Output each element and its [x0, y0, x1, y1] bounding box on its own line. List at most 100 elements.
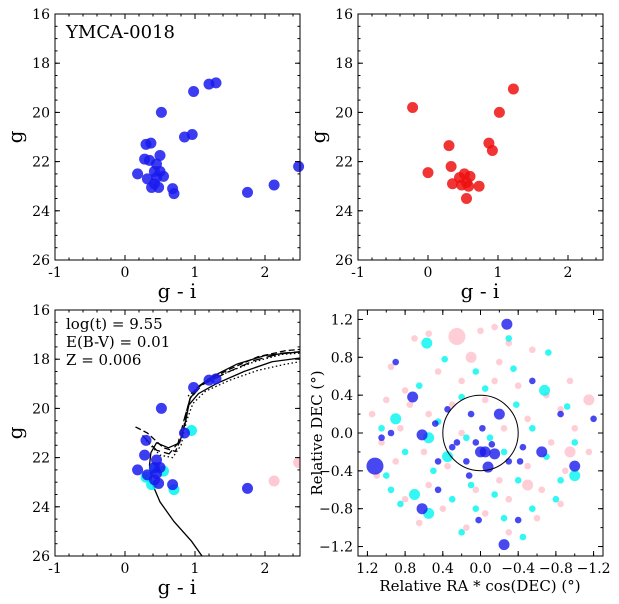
- x-tick-label: -1: [351, 265, 365, 281]
- members-sky-point: [378, 434, 385, 442]
- field-sky-point: [411, 335, 418, 342]
- cyan-sky-point: [390, 413, 402, 425]
- field-sky-point: [538, 486, 546, 494]
- y-tick-label: 26: [32, 253, 50, 269]
- cyan-sky-point: [505, 335, 513, 342]
- y-tick-label: 16: [32, 303, 50, 319]
- p1-frame: [54, 13, 301, 261]
- p3-annotation-reddening: E(B-V) = 0.01: [66, 333, 170, 351]
- p2-xlabel: g - i: [461, 279, 500, 303]
- field-sky-point: [425, 330, 432, 337]
- field-sky-point: [425, 481, 432, 489]
- field-sky-point: [392, 458, 399, 465]
- field-sky-point: [439, 505, 447, 512]
- field-sky-point: [583, 394, 595, 406]
- cyan-sky-point: [458, 529, 465, 536]
- members-sky-point: [482, 461, 494, 473]
- member-point: [132, 168, 144, 180]
- field-sky-point: [505, 495, 513, 503]
- field-sky-point: [533, 514, 541, 522]
- cyan-sky-point: [563, 403, 571, 410]
- y-tick-label: 24: [32, 500, 50, 516]
- members-sky-point: [498, 539, 510, 551]
- members-sky-point: [569, 460, 581, 472]
- cyan-sky-point: [539, 384, 551, 396]
- p1-points: [132, 77, 305, 200]
- field-sky-point: [420, 448, 428, 456]
- red-point: [493, 106, 505, 118]
- cyan-sky-point: [382, 472, 390, 479]
- y-tick-label: 20: [32, 401, 50, 417]
- field-sky-point: [505, 529, 513, 536]
- field-sky-point: [401, 495, 409, 503]
- y-tick-label: 18: [32, 352, 50, 368]
- red-point: [507, 83, 519, 95]
- member-point: [293, 161, 305, 173]
- field-sky-point: [566, 377, 574, 385]
- member-point: [188, 85, 200, 97]
- cyan-sky-point: [415, 382, 423, 389]
- isochrone-line: [135, 348, 300, 453]
- isochrone-line: [145, 361, 300, 459]
- p2-points: [407, 83, 519, 204]
- members-sky-point: [434, 486, 442, 494]
- x-tick-label: 1.2: [356, 561, 378, 577]
- field-sky-point: [463, 524, 470, 531]
- y-tick-label: 22: [32, 155, 50, 171]
- cyan-sky-point: [513, 401, 520, 408]
- p3-annotation-metallicity: Z = 0.006: [66, 351, 141, 369]
- panel-cmd-isochrone: -1 0 1 2 16 18 20 22 24 26 log(t) = 9.55 E(B-V) =…: [3, 303, 301, 599]
- field-sky-point: [500, 424, 508, 432]
- members-sky-point: [488, 441, 496, 448]
- cyan-sky-point: [500, 514, 508, 522]
- cyan-sky-point: [552, 495, 560, 503]
- cyan-sky-point: [491, 491, 498, 498]
- cyan-sky-point: [557, 477, 564, 484]
- red-point: [486, 145, 498, 157]
- members-sky-point: [536, 446, 548, 458]
- y-tick-label: −0.8: [319, 502, 353, 518]
- x-tick-label: 2: [261, 561, 270, 577]
- field-sky-point: [557, 406, 564, 413]
- y-tick-label: 24: [32, 204, 50, 220]
- p3-points: [132, 373, 300, 496]
- x-tick-label: 1: [494, 265, 503, 281]
- y-tick-label: 26: [32, 549, 50, 565]
- member-point: [154, 149, 166, 161]
- x-tick-label: 1: [191, 561, 200, 577]
- cyan-sky-point: [442, 451, 454, 463]
- field-sky-point: [529, 346, 536, 354]
- field-sky-point: [434, 368, 442, 375]
- field-sky-point: [406, 401, 414, 408]
- members-sky-point: [366, 457, 384, 475]
- red-point: [463, 180, 475, 192]
- members-sky-point: [467, 410, 475, 418]
- red-point: [422, 167, 434, 179]
- members-sky-point: [516, 458, 524, 465]
- p4-cluster-radius-circle: [442, 394, 519, 472]
- field-sky-point: [505, 339, 513, 347]
- field-sky-point: [481, 510, 489, 517]
- members-point: [139, 449, 151, 461]
- y-tick-label: 24: [335, 204, 353, 220]
- members-sky-point: [479, 424, 486, 432]
- p4-ylabel: Relative DEC (°): [308, 370, 326, 495]
- y-tick-label: 16: [335, 7, 353, 23]
- cyan-sky-point: [458, 393, 465, 401]
- x-tick-label: −1.2: [577, 561, 611, 577]
- isochrone-line: [187, 352, 300, 397]
- field-sky-point: [514, 382, 522, 389]
- field-sky-point: [496, 477, 503, 484]
- cyan-sky-point: [500, 448, 508, 456]
- p2-axes: -1 0 1 2 16 18 20 22 24 26: [335, 7, 603, 281]
- cyan-sky-point: [510, 365, 517, 372]
- panel-cmd-red: -1 0 1 2 16 18 20 22 24 26 g - i g: [306, 7, 604, 303]
- y-tick-label: 0.8: [331, 350, 353, 366]
- cyan-sky-point: [571, 439, 579, 446]
- field-sky-point: [477, 327, 484, 335]
- cyan-sky-point: [514, 477, 522, 484]
- y-tick-label: 1.2: [331, 312, 353, 328]
- x-tick-label: -1: [48, 265, 62, 281]
- field-sky-point: [368, 410, 376, 418]
- y-tick-label: 0.4: [331, 388, 353, 404]
